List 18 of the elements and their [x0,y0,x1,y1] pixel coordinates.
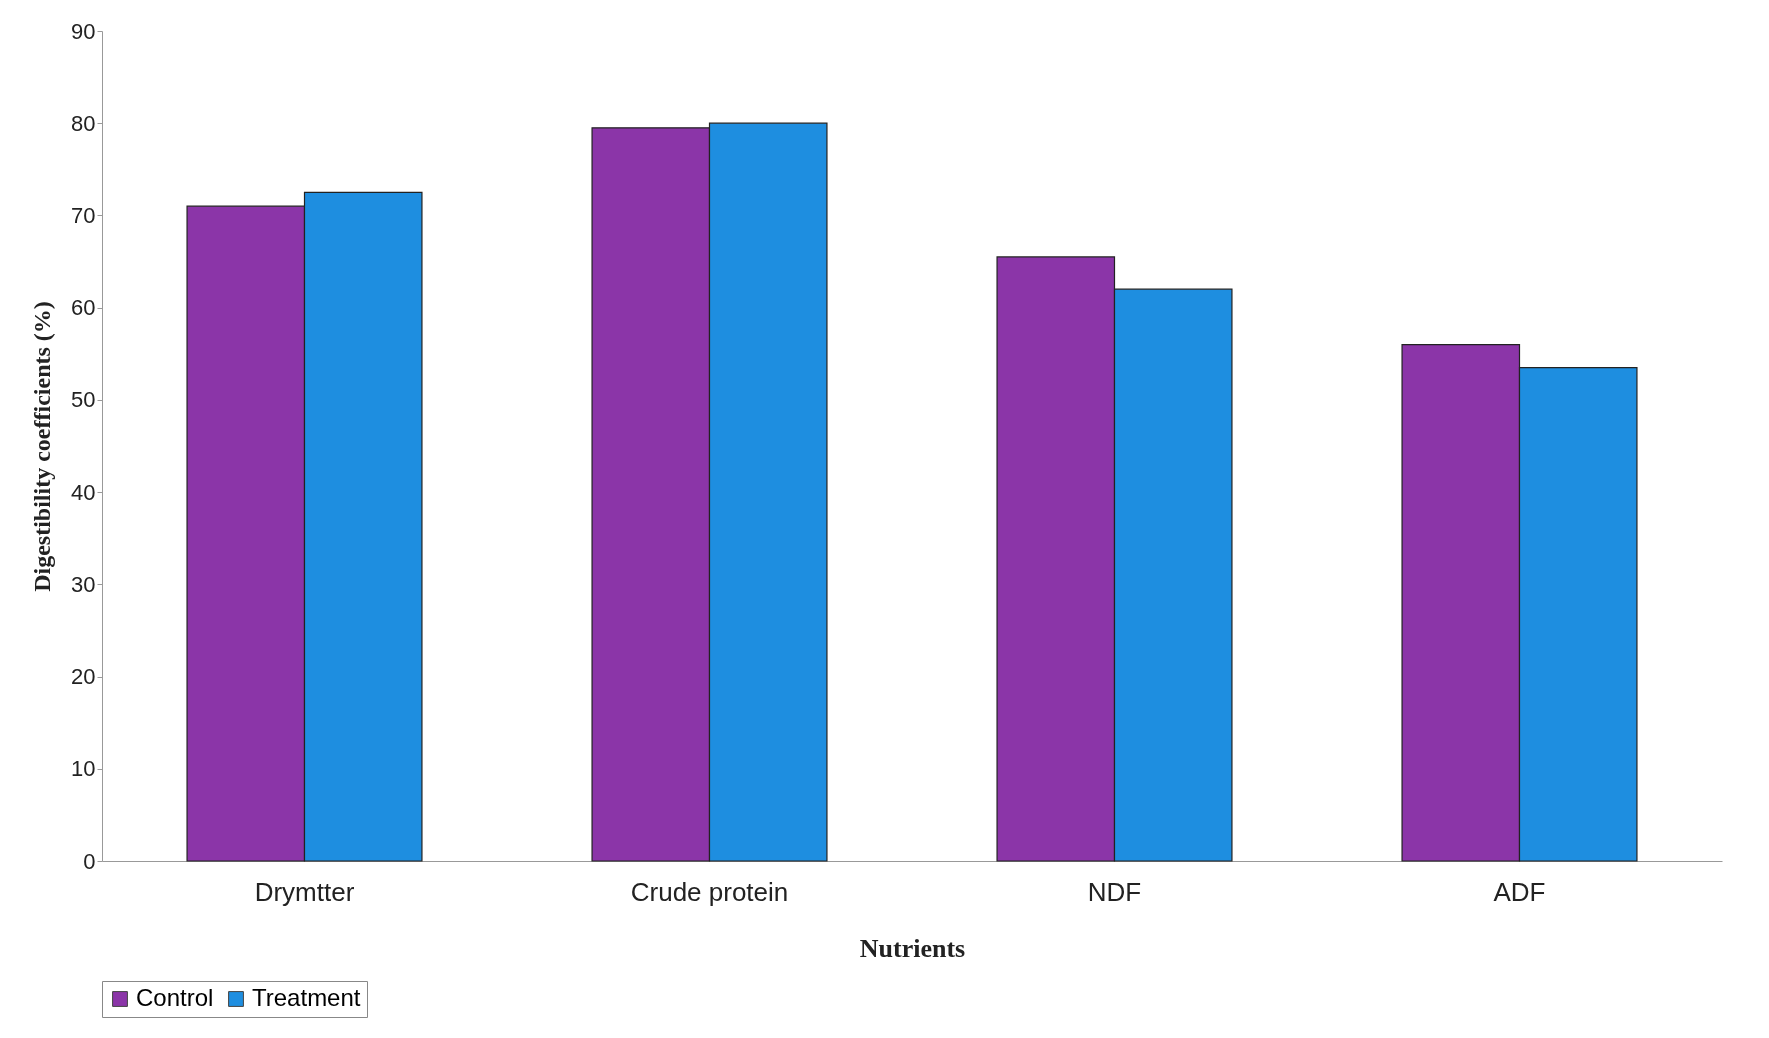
y-tick-label: 50 [71,387,96,413]
y-tick-label: 0 [83,848,96,874]
y-tick-label: 30 [71,571,96,597]
legend-label: Control [136,984,214,1011]
y-tick-label: 20 [71,664,96,690]
y-tick-label: 80 [71,110,96,136]
y-tick-label: 70 [71,202,96,228]
x-tick-label: ADF [1493,876,1546,907]
legend-label: Treatment [252,984,361,1011]
x-axis-title: Nutrients [859,933,966,963]
y-tick-label: 10 [71,756,96,782]
y-tick-label: 40 [71,479,96,505]
x-tick-label: NDF [1087,876,1142,907]
x-tick-label: Drymtter [254,876,355,907]
y-tick-label: 90 [71,18,96,44]
y-tick-label: 60 [71,295,96,321]
x-tick-label: Crude protein [630,876,789,907]
y-axis-title: Digestibility coefficients (%) [29,301,56,592]
